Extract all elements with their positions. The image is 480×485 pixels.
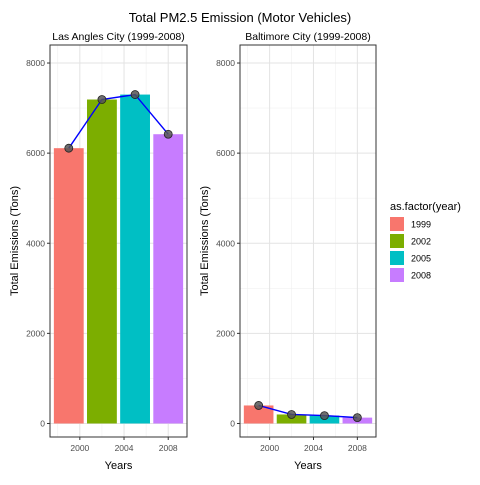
bar-2002: [87, 99, 117, 424]
x-tick-label: 2008: [159, 443, 178, 453]
y-tick-label: 2000: [26, 328, 45, 338]
bar-2005: [120, 94, 150, 424]
x-tick-label: 2004: [304, 443, 323, 453]
legend-title: as.factor(year): [390, 201, 461, 213]
legend-swatch-2008: [390, 268, 404, 282]
legend-swatch-2005: [390, 251, 404, 265]
trend-line: [68, 93, 169, 149]
y-tick-label: 6000: [216, 148, 235, 158]
y-axis-label: Total Emissions (Tons): [199, 186, 211, 296]
legend-label-2002: 2002: [411, 237, 431, 247]
x-tick-label: 2008: [348, 443, 367, 453]
data-point: [163, 129, 173, 139]
x-tick-label: 2004: [115, 443, 134, 453]
legend-swatch-1999: [390, 217, 404, 231]
bar-2002: [276, 414, 307, 424]
y-tick-label: 8000: [26, 58, 45, 68]
plot-background: [240, 45, 376, 437]
bar-1999: [243, 405, 274, 424]
bar-1999: [53, 148, 84, 424]
y-tick-label: 0: [230, 418, 235, 428]
y-tick-label: 6000: [26, 148, 45, 158]
legend-label-2008: 2008: [411, 271, 431, 281]
legend-label-2005: 2005: [411, 254, 431, 264]
data-point: [352, 413, 362, 423]
panel-title: Baltimore City (1999-2008): [245, 31, 370, 43]
x-axis-label: Years: [294, 460, 322, 472]
x-axis-label: Years: [105, 460, 133, 472]
panel-title: Las Angles City (1999-2008): [52, 31, 185, 43]
x-tick-label: 2000: [70, 443, 89, 453]
data-point: [254, 401, 264, 410]
x-tick-label: 2000: [260, 443, 279, 453]
y-tick-label: 0: [40, 418, 45, 428]
y-tick-label: 4000: [26, 238, 45, 248]
y-tick-label: 8000: [216, 58, 235, 68]
legend-swatch-2002: [390, 234, 404, 248]
bar-2008: [153, 134, 184, 424]
legend: as.factor(year) 1999 2002 2005 2008: [390, 201, 461, 282]
panels: Las Angles City (1999-2008) 0 2000 4000 6000…: [9, 31, 377, 472]
data-point: [97, 95, 107, 104]
trend-line: [258, 404, 358, 419]
y-tick-label: 4000: [216, 238, 235, 248]
data-point: [130, 90, 140, 99]
y-tick-label: 2000: [216, 328, 235, 338]
data-point: [64, 143, 74, 153]
data-point: [320, 411, 329, 420]
data-point: [287, 410, 296, 419]
panel-2: Baltimore City (1999-2008) 0 2000 4000 6000 8…: [199, 31, 377, 472]
chart-title: Total PM2.5 Emission (Motor Vehicles): [129, 10, 352, 25]
panel-1: Las Angles City (1999-2008) 0 2000 4000 6000…: [9, 31, 188, 472]
legend-label-1999: 1999: [411, 220, 431, 230]
panel-border: [239, 44, 377, 438]
panel-border: [49, 44, 188, 438]
y-axis-label: Total Emissions (Tons): [9, 186, 21, 296]
